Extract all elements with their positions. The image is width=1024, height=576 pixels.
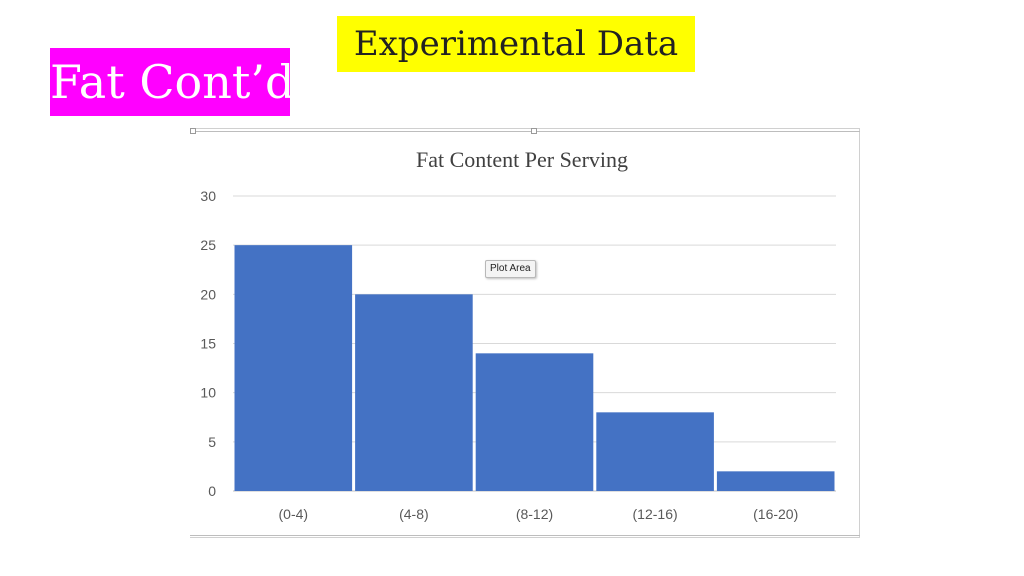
resize-handle-top-center[interactable] <box>531 128 537 134</box>
bar-0[interactable] <box>234 245 353 491</box>
y-tick-label: 5 <box>208 434 216 450</box>
x-tick-label: (8-12) <box>516 506 553 522</box>
chart-frame-top-border <box>190 131 860 132</box>
section-label: Fat Cont’d <box>50 48 290 116</box>
bar-4[interactable] <box>716 471 835 491</box>
chart-bars <box>234 245 835 491</box>
x-tick-label: (16-20) <box>753 506 798 522</box>
y-tick-label: 0 <box>208 483 216 499</box>
bar-3[interactable] <box>596 412 714 491</box>
chart-title: Fat Content Per Serving <box>416 147 628 172</box>
chart-axis-labels: 0 5 10 15 20 25 30 (0-4) (4-8) (8-12) (12-16) (16-2… <box>200 188 798 522</box>
resize-handle-top-left[interactable] <box>190 128 196 134</box>
y-tick-label: 20 <box>200 286 216 302</box>
y-tick-label: 30 <box>200 188 216 204</box>
chart-frame-bottom-border <box>190 535 860 536</box>
x-tick-label: (4-8) <box>399 506 429 522</box>
y-tick-label: 10 <box>200 385 216 401</box>
plot-area-tooltip: Plot Area <box>485 260 536 278</box>
bar-1[interactable] <box>355 294 473 491</box>
x-tick-label: (0-4) <box>279 506 309 522</box>
y-tick-label: 25 <box>200 237 216 253</box>
bar-2[interactable] <box>475 353 594 491</box>
y-tick-label: 15 <box>200 336 216 352</box>
x-tick-label: (12-16) <box>633 506 678 522</box>
slide-heading: Experimental Data <box>337 16 695 72</box>
